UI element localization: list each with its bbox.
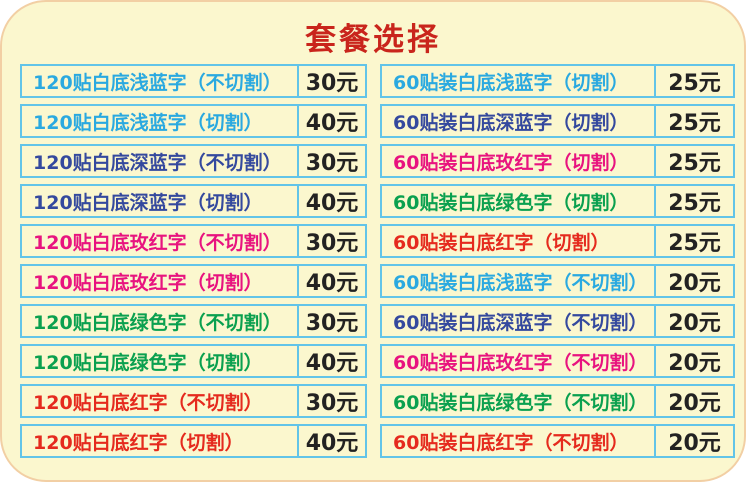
- package-row[interactable]: 60贴装白底玫红字（切割） 25元: [380, 144, 735, 178]
- package-label: 120贴白底红字（不切割）: [33, 391, 263, 414]
- package-label: 60贴装白底绿色字（切割）: [393, 191, 629, 214]
- package-price: 20元: [654, 386, 733, 416]
- package-row[interactable]: 60贴装白底绿色字（不切割） 20元: [380, 384, 735, 418]
- package-price: 40元: [297, 106, 365, 136]
- package-price: 25元: [654, 106, 733, 136]
- package-label: 120贴白底玫红字（不切割）: [33, 231, 282, 254]
- package-price: 20元: [654, 426, 733, 456]
- package-price: 25元: [654, 226, 733, 256]
- package-row[interactable]: 60贴装白底浅蓝字（切割） 25元: [380, 64, 735, 98]
- package-price: 40元: [297, 186, 365, 216]
- package-row[interactable]: 60贴装白底红字（不切割） 20元: [380, 424, 735, 458]
- package-row[interactable]: 60贴装白底绿色字（切割） 25元: [380, 184, 735, 218]
- package-price: 20元: [654, 266, 733, 296]
- package-row[interactable]: 120贴白底绿色字（不切割） 30元: [20, 304, 367, 338]
- package-price: 30元: [297, 226, 365, 256]
- package-row[interactable]: 120贴白底红字（切割） 40元: [20, 424, 367, 458]
- package-price: 30元: [297, 146, 365, 176]
- package-row[interactable]: 120贴白底浅蓝字（切割） 40元: [20, 104, 367, 138]
- package-label: 60贴装白底深蓝字（不切割）: [393, 311, 648, 334]
- package-price: 20元: [654, 346, 733, 376]
- package-label: 60贴装白底红字（切割）: [393, 231, 610, 254]
- package-label: 120贴白底浅蓝字（不切割）: [33, 71, 282, 94]
- package-row[interactable]: 120贴白底绿色字（切割） 40元: [20, 344, 367, 378]
- package-price: 40元: [297, 346, 365, 376]
- package-row[interactable]: 120贴白底玫红字（不切割） 30元: [20, 224, 367, 258]
- package-label: 120贴白底绿色字（不切割）: [33, 311, 282, 334]
- package-table-60: 60贴装白底浅蓝字（切割） 25元 60贴装白底深蓝字（切割） 25元 60贴装白底玫红…: [380, 64, 735, 458]
- package-label: 60贴装白底浅蓝字（不切割）: [393, 271, 648, 294]
- package-label: 120贴白底浅蓝字（切割）: [33, 111, 263, 134]
- package-price: 30元: [297, 66, 365, 96]
- package-label: 120贴白底深蓝字（不切割）: [33, 151, 282, 174]
- package-table-120: 120贴白底浅蓝字（不切割） 30元 120贴白底浅蓝字（切割） 40元 120贴白底深…: [20, 64, 367, 458]
- package-label: 120贴白底玫红字（切割）: [33, 271, 263, 294]
- page-title: 套餐选择: [305, 22, 441, 58]
- package-row[interactable]: 60贴装白底玫红字（不切割） 20元: [380, 344, 735, 378]
- package-row[interactable]: 60贴装白底浅蓝字（不切割） 20元: [380, 264, 735, 298]
- package-row[interactable]: 120贴白底深蓝字（不切割） 30元: [20, 144, 367, 178]
- package-label: 60贴装白底深蓝字（切割）: [393, 111, 629, 134]
- package-label: 60贴装白底浅蓝字（切割）: [393, 71, 629, 94]
- package-price: 25元: [654, 146, 733, 176]
- package-label: 120贴白底红字（切割）: [33, 431, 244, 454]
- package-row[interactable]: 120贴白底红字（不切割） 30元: [20, 384, 367, 418]
- package-label: 60贴装白底红字（不切割）: [393, 431, 629, 454]
- package-label: 60贴装白底玫红字（切割）: [393, 151, 629, 174]
- package-price: 30元: [297, 386, 365, 416]
- package-price: 25元: [654, 186, 733, 216]
- package-row[interactable]: 120贴白底深蓝字（切割） 40元: [20, 184, 367, 218]
- package-price: 40元: [297, 266, 365, 296]
- package-label: 60贴装白底玫红字（不切割）: [393, 351, 648, 374]
- package-label: 120贴白底深蓝字（切割）: [33, 191, 263, 214]
- package-row[interactable]: 120贴白底浅蓝字（不切割） 30元: [20, 64, 367, 98]
- package-price: 25元: [654, 66, 733, 96]
- package-row[interactable]: 60贴装白底深蓝字（切割） 25元: [380, 104, 735, 138]
- package-label: 60贴装白底绿色字（不切割）: [393, 391, 648, 414]
- package-price: 40元: [297, 426, 365, 456]
- package-label: 120贴白底绿色字（切割）: [33, 351, 263, 374]
- package-row[interactable]: 60贴装白底深蓝字（不切割） 20元: [380, 304, 735, 338]
- package-row[interactable]: 60贴装白底红字（切割） 25元: [380, 224, 735, 258]
- package-price: 20元: [654, 306, 733, 336]
- package-row[interactable]: 120贴白底玫红字（切割） 40元: [20, 264, 367, 298]
- package-price: 30元: [297, 306, 365, 336]
